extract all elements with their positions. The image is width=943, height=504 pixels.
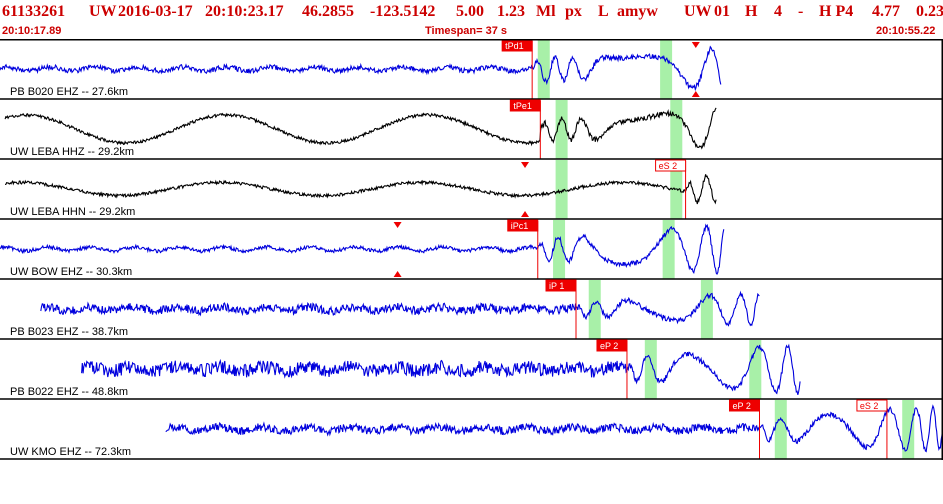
time-bar: 20:10:17.89 Timespan= 37 s 20:10:55.22 [0,24,943,40]
p-window [774,400,787,459]
pick-label: tPd1 [505,41,524,51]
event-mag: 1.23 [497,3,525,20]
station-label: UW LEBA HHZ -- 29.2km [10,146,134,158]
station-label: UW KMO EHZ -- 72.3km [10,446,131,458]
trace-panel[interactable]: iP 1 PB B023 EHZ -- 38.7km [0,279,943,340]
station-label: UW LEBA HHN -- 29.2km [10,206,135,218]
amp-max-marker [521,162,530,168]
waveform-line [0,223,725,275]
pick-flag [545,279,577,292]
timespan-label: Timespan= 37 s [425,25,508,37]
waveform-line [81,343,801,395]
event-depth: 5.00 [456,3,484,20]
amp-min-marker [521,211,530,217]
s-window [660,40,673,99]
event-nsta: 4 [774,3,782,20]
s-window [902,400,915,459]
event-region-num: 01 [714,3,730,20]
s-window [700,280,713,339]
pick-label: eS 2 [659,161,678,171]
p-window [537,40,550,99]
event-rms: 4.77 [872,3,900,20]
waveform-line [165,404,943,453]
trace-panel[interactable]: tPd1 PB B020 EHZ -- 27.6km [0,39,943,100]
event-type: px [565,3,582,20]
p-window [555,160,568,219]
pick-label: tPe1 [513,101,532,111]
event-quality: H [745,3,758,20]
event-status: L [598,3,609,20]
pick-flag [728,399,760,412]
event-header: 61133261 UW 2016-03-17 20:10:23.17 46.28… [0,0,943,24]
event-lon: -123.5142 [370,3,436,20]
amp-min-marker [691,91,700,97]
station-label: PB B023 EHZ -- 38.7km [10,326,128,338]
pick-flag [596,339,628,352]
event-dash: - [798,3,804,20]
event-flags: H P4 [819,3,854,20]
pick-flag [655,159,687,172]
trace-panel[interactable]: eS 2 UW LEBA HHN -- 29.2km [0,159,943,220]
pick-label: iP 1 [549,281,564,291]
amp-min-marker [393,271,402,277]
station-label: UW BOW EHZ -- 30.3km [10,266,132,278]
p-window [555,100,568,159]
event-lat: 46.2855 [302,3,354,20]
waveform-line [4,107,717,150]
event-magtype: Ml [536,3,556,20]
event-id: 61133261 [2,3,66,20]
event-err: 0.23 [916,3,943,20]
s-window [670,100,683,159]
trace-panel[interactable]: tPe1 UW LEBA HHZ -- 29.2km [0,99,943,160]
p-window [588,280,601,339]
pick-label: eS 2 [860,401,879,411]
time-start: 20:10:17.89 [2,25,62,37]
pick-label: eP 2 [732,401,750,411]
station-label: PB B022 EHZ -- 48.8km [10,386,128,398]
station-label: PB B020 EHZ -- 27.6km [10,86,128,98]
pick-flag [507,219,539,232]
event-network: UW [89,3,117,20]
event-date: 2016-03-17 [118,3,193,20]
seismogram-panels[interactable]: tPd1 PB B020 EHZ -- 27.6km tPe1 UW LEBA HHZ… [0,39,943,460]
p-window [644,340,657,399]
amp-max-marker [691,42,700,48]
pick-label: eP 2 [600,341,618,351]
p-window [553,220,566,279]
trace-panel[interactable]: iPc1 UW BOW EHZ -- 30.3km [0,219,943,280]
time-end: 20:10:55.22 [876,25,936,37]
event-author: amyw [617,3,658,20]
pick-flag [509,99,541,112]
waveform-line [40,290,760,327]
waveform-line [5,174,717,205]
event-region-net: UW [684,3,712,20]
trace-panel[interactable]: eP 2 eS 2 UW KMO EHZ -- 72.3km [0,399,943,460]
s-window [670,160,683,219]
trace-panel[interactable]: eP 2 PB B022 EHZ -- 48.8km [0,339,943,400]
pick-label: iPc1 [511,221,529,231]
waveform-line [0,45,722,92]
amp-max-marker [393,222,402,228]
pick-flag [856,399,888,412]
event-time: 20:10:23.17 [205,3,284,20]
